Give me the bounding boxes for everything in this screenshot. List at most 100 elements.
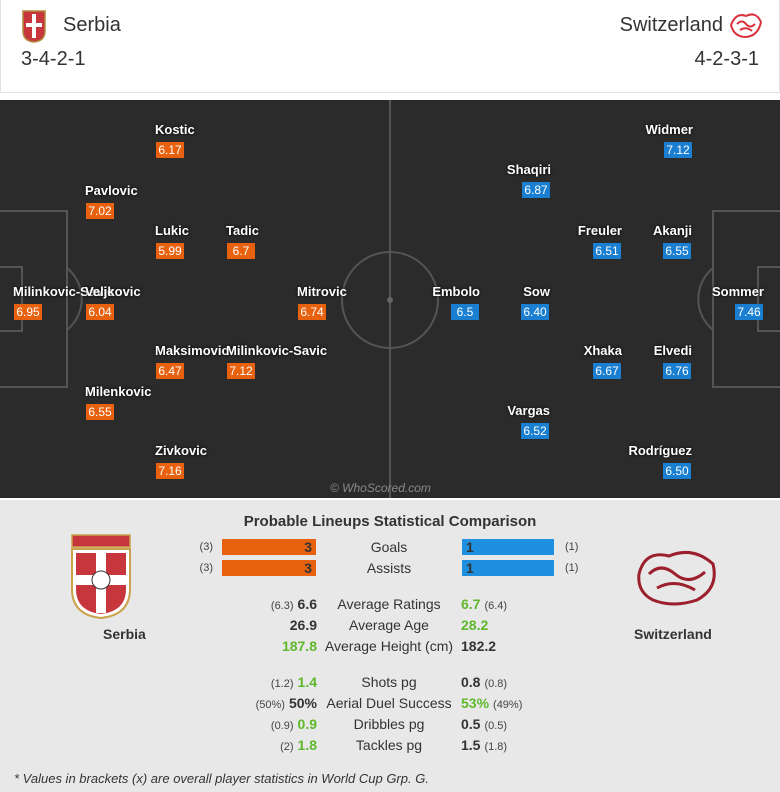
home-overall: (50%): [255, 699, 285, 711]
player-rating: 6.95: [14, 304, 42, 320]
player-name: Milinkovic-Savic: [13, 284, 115, 299]
away-value: 1.5: [461, 737, 481, 753]
away-stat: 0.8 (0.8): [461, 674, 507, 692]
player-rating: 6.50: [663, 463, 691, 479]
player-rating: 6.74: [298, 304, 326, 320]
player-rating: 7.12: [664, 142, 692, 158]
stat-label: Aerial Duel Success: [326, 695, 452, 711]
stat-label: Average Height (cm): [324, 638, 454, 654]
player-rating: 6.76: [663, 363, 691, 379]
player-name: Milinkovic-Savic: [226, 343, 328, 358]
player-name: Veljkovic: [85, 284, 141, 299]
away-value: 6.7: [461, 596, 481, 612]
player-rating: 6.47: [156, 363, 184, 379]
home-value: 187.8: [281, 638, 317, 654]
player-name: Zivkovic: [155, 443, 208, 458]
player-rating: 6.40: [521, 304, 549, 320]
home-stat: 187.8: [282, 638, 317, 654]
away-team-label: Switzerland: [634, 626, 712, 642]
player-name: Embolo: [432, 284, 480, 299]
footnote: * Values in brackets (x) are overall pla…: [14, 771, 429, 786]
player-name: Widmer: [645, 122, 693, 137]
away-value: 182.2: [461, 638, 497, 654]
away-value: 0.8: [461, 674, 481, 690]
player-rating: 6.55: [663, 243, 691, 259]
header: Serbia 3-4-2-1 Switzerland 4-2-3-1: [0, 0, 780, 93]
away-overall: (49%): [493, 699, 523, 711]
home-value: 50%: [288, 695, 317, 711]
home-value: 26.9: [289, 617, 317, 633]
away-stat: 28.2: [461, 617, 488, 633]
home-overall: (2): [280, 741, 294, 753]
away-stat-bar: 1: [462, 560, 554, 576]
home-team-label: Serbia: [103, 626, 146, 642]
home-stat: (1.2) 1.4: [271, 674, 317, 692]
home-value: 1.4: [297, 674, 317, 690]
away-overall: (6.4): [484, 600, 508, 612]
player-name: Akanji: [652, 223, 692, 238]
player-name: Vargas: [507, 403, 550, 418]
player-name: Maksimovic: [155, 343, 229, 358]
home-stat: (50%) 50%: [256, 695, 317, 713]
player-name: Pavlovic: [85, 183, 138, 198]
away-stat: 0.5 (0.5): [461, 716, 507, 734]
player-name: Elvedi: [653, 343, 692, 358]
home-overall: (3): [199, 541, 213, 553]
player-rating: 6.17: [156, 142, 184, 158]
stat-label: Tackles pg: [355, 737, 423, 753]
away-overall: (0.8): [484, 678, 508, 690]
away-team-name: Switzerland: [619, 14, 723, 36]
player-rating: 6.87: [522, 182, 550, 198]
player-name: Sow: [523, 284, 550, 299]
comparison-panel: Probable Lineups Statistical Comparison …: [0, 500, 780, 792]
player-rating: 7.16: [156, 463, 184, 479]
player-rating: 5.99: [156, 243, 184, 259]
away-formation: 4-2-3-1: [694, 48, 759, 70]
comparison-title: Probable Lineups Statistical Comparison: [243, 513, 537, 530]
stat-label: Assists: [366, 560, 412, 576]
player-name: Freuler: [577, 223, 622, 238]
away-stat: 182.2: [461, 638, 496, 654]
away-overall: (1): [565, 541, 579, 553]
player-rating: 6.55: [86, 404, 114, 420]
switzerland-crest-icon: [729, 13, 763, 39]
player-rating: 6.52: [521, 423, 549, 439]
player-name: Rodríguez: [628, 443, 692, 458]
stat-label: Goals: [370, 539, 408, 555]
home-overall: (1.2): [270, 678, 294, 690]
home-overall: (0.9): [270, 720, 294, 732]
player-rating: 7.46: [735, 304, 763, 320]
home-value: 1.8: [297, 737, 317, 753]
stat-label: Average Ratings: [337, 596, 441, 612]
pitch-lines: [0, 100, 780, 498]
away-stat: 53% (49%): [461, 695, 522, 713]
home-stat: 26.9: [290, 617, 317, 633]
home-stat: (2) 1.8: [280, 737, 317, 755]
home-overall: (3): [199, 562, 213, 574]
player-name: Milenkovic: [85, 384, 152, 399]
stat-label: Dribbles pg: [353, 716, 425, 732]
away-value: 53%: [461, 695, 490, 711]
player-name: Lukic: [155, 223, 189, 238]
home-overall: (6.3): [270, 600, 294, 612]
player-name: Sommer: [711, 284, 764, 299]
player-rating: 6.51: [593, 243, 621, 259]
player-name: Kostic: [155, 122, 195, 137]
home-stat: (0.9) 0.9: [271, 716, 317, 734]
serbia-crest: [71, 534, 131, 619]
home-formation: 3-4-2-1: [21, 48, 86, 70]
home-value: 0.9: [297, 716, 317, 732]
player-name: Mitrovic: [297, 284, 347, 299]
player-name: Shaqiri: [506, 162, 551, 177]
player-name: Tadic: [226, 223, 259, 238]
player-rating: 6.5: [451, 304, 479, 320]
away-stat-bar: 1: [462, 539, 554, 555]
player-rating: 7.02: [86, 203, 114, 219]
home-stat-bar: 3: [222, 560, 316, 576]
away-stat: 1.5 (1.8): [461, 737, 507, 755]
serbia-flag-icon: [22, 10, 46, 43]
pitch: © WhoScored.com Kostic 6.17 Pavlovic 7.02 Lu…: [0, 100, 780, 498]
away-value: 28.2: [461, 617, 489, 633]
watermark: © WhoScored.com: [330, 481, 431, 495]
